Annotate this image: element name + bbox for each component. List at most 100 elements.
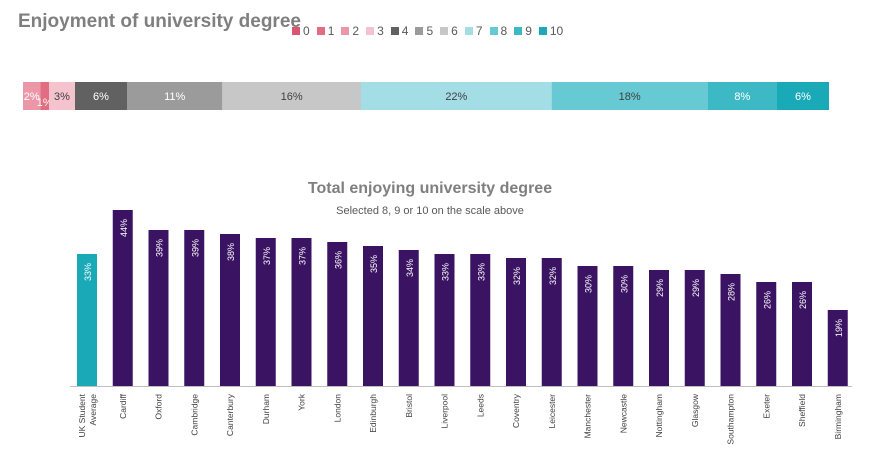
- legend-swatch: [489, 27, 498, 35]
- stacked-segment-6: [222, 82, 361, 110]
- bar-value-label: 32%: [512, 267, 522, 285]
- bar-liverpool: [434, 254, 455, 386]
- bar-glasgow: [684, 270, 705, 386]
- category-label: Exeter: [761, 394, 771, 419]
- category-label: Southampton: [726, 394, 736, 445]
- bar-value-label: 37%: [262, 247, 272, 265]
- bar-value-label: 19%: [834, 319, 844, 337]
- legend-item-2: 2: [341, 24, 359, 38]
- category-label: Liverpool: [440, 394, 450, 429]
- bar-durham: [255, 238, 276, 386]
- bar-exeter: [756, 282, 777, 386]
- stacked-segment-9: [707, 82, 777, 110]
- bar-sheffield: [792, 282, 812, 386]
- stacked-segment-label: 6%: [795, 91, 811, 103]
- stacked-segment-2: [23, 82, 41, 110]
- bar-london: [327, 242, 348, 386]
- bar-nottingham: [649, 270, 669, 386]
- category-label: Edinburgh: [368, 394, 378, 433]
- bar-value-label: 35%: [369, 255, 379, 273]
- legend-label: 10: [549, 24, 564, 38]
- category-label-line: UK Student: [77, 393, 87, 437]
- category-label: Newcastle: [618, 394, 628, 433]
- legend-label: 4: [401, 24, 409, 38]
- legend-swatch: [390, 27, 399, 35]
- legend-label: 1: [327, 24, 335, 38]
- stacked-segment-4: [75, 82, 127, 110]
- stacked-segment-8: [551, 82, 708, 110]
- bar-southampton: [720, 274, 741, 386]
- stacked-segment-3: [49, 82, 75, 110]
- legend-item-9: 9: [514, 24, 532, 38]
- bar-newcastle: [613, 266, 634, 386]
- bar-value-label: 33%: [476, 263, 486, 281]
- stacked-segment-7: [361, 82, 552, 110]
- category-label: Glasgow: [690, 393, 700, 427]
- total-enjoying-bar-chart: Total enjoying university degree Selected…: [70, 180, 852, 445]
- stacked-bar-chart: 2%1% 3% 6% 11% 16% 22% 18% 8% 6%: [23, 82, 829, 110]
- legend-label: 7: [475, 24, 483, 38]
- legend-label: 6: [451, 24, 458, 38]
- legend-swatch: [316, 27, 325, 35]
- legend-item-0: 0: [292, 24, 310, 38]
- category-label: Oxford: [154, 394, 164, 420]
- legend-swatch: [366, 27, 375, 35]
- legend-swatch: [514, 27, 523, 35]
- category-label: London: [332, 394, 342, 423]
- legend-item-3: 3: [366, 24, 384, 38]
- bar-value-label: 37%: [298, 247, 308, 265]
- bar-oxford: [148, 230, 169, 386]
- legend-item-6: 6: [440, 24, 458, 38]
- legend-label: 2: [352, 24, 360, 38]
- bar-value-label: 39%: [190, 239, 200, 257]
- bar-leeds: [470, 254, 491, 386]
- category-label: York: [297, 393, 307, 410]
- bar-chart-title: Total enjoying university degree: [308, 180, 552, 197]
- legend-item-4: 4: [390, 24, 409, 38]
- legend-item-7: 7: [464, 24, 483, 38]
- bar-value-label: 26%: [798, 291, 808, 309]
- stacked-segment-label: 1%: [37, 97, 53, 109]
- bar-birmingham: [827, 310, 848, 386]
- bar-value-label: 34%: [405, 259, 415, 277]
- bar-cambridge: [184, 230, 205, 386]
- bar-value-label: 33%: [441, 263, 451, 281]
- legend-swatch: [440, 27, 449, 35]
- stacked-segment-label: 18%: [619, 91, 641, 103]
- legend-label: 8: [500, 24, 508, 38]
- category-label: Bristol: [404, 394, 414, 418]
- stacked-segment-5: [127, 82, 223, 110]
- stacked-segment-label: 22%: [445, 91, 467, 103]
- legend-label: 5: [426, 24, 434, 38]
- category-label: Leeds: [475, 394, 485, 417]
- legend-item-8: 8: [489, 24, 508, 38]
- bar-value-label: 36%: [333, 251, 343, 269]
- bar-edinburgh: [363, 246, 383, 386]
- legend-swatch: [538, 27, 547, 35]
- bar-value-label: 32%: [548, 267, 558, 285]
- category-label: Canterbury: [225, 393, 235, 436]
- bar-value-label: 29%: [655, 279, 665, 297]
- category-label: Cardiff: [118, 393, 128, 419]
- bar-value-label: 28%: [727, 283, 737, 301]
- stacked-chart-title: Enjoyment of university degree: [18, 11, 301, 32]
- stacked-segment-label: 16%: [281, 91, 303, 103]
- bar-value-label: 30%: [619, 275, 629, 293]
- category-label: Leicester: [547, 394, 557, 429]
- stacked-segment-label: 3%: [54, 91, 70, 103]
- legend-swatch: [341, 27, 350, 35]
- legend-item-1: 1: [316, 24, 335, 38]
- legend-swatch: [415, 27, 424, 35]
- bar-leicester: [541, 258, 562, 386]
- legend-item-10: 10: [538, 24, 564, 38]
- bar-value-label: 39%: [155, 239, 165, 257]
- bar-cardiff: [112, 210, 133, 386]
- category-label: Cambridge: [189, 394, 199, 436]
- stacked-chart-legend: 0 1 2 3 4 5 6 7 8 9 10: [292, 24, 570, 38]
- legend-swatch: [464, 27, 473, 35]
- bar-value-label: 26%: [762, 291, 772, 309]
- bar-value-label: 44%: [119, 219, 129, 237]
- category-label: Coventry: [511, 393, 521, 428]
- category-label-line: Average: [88, 394, 98, 426]
- bar-value-label: 30%: [584, 275, 594, 293]
